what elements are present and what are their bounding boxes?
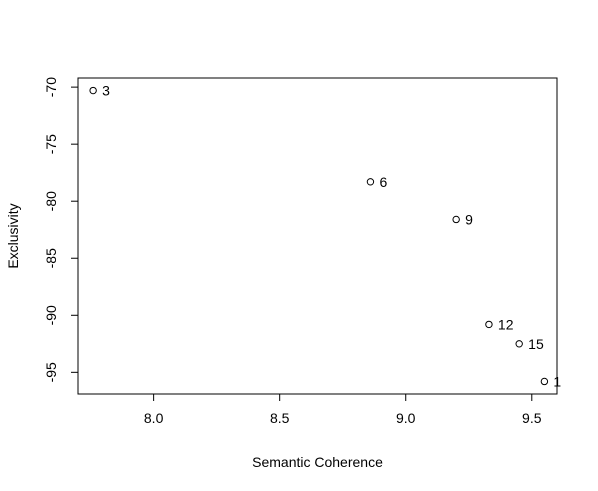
- y-tick-label: -85: [43, 248, 59, 268]
- data-points: 3 6 9 12 15 1: [89, 83, 561, 389]
- x-tick-label: 9.0: [396, 410, 416, 426]
- data-point: [485, 320, 493, 329]
- x-tick-label: 9.5: [522, 410, 542, 426]
- data-point: [540, 377, 549, 386]
- point-label: 15: [528, 336, 544, 352]
- x-tick-label: 8.5: [270, 410, 290, 426]
- plot-frame: [77, 77, 558, 395]
- y-axis-title: Exclusivity: [5, 203, 21, 268]
- x-axis-title: Semantic Coherence: [252, 454, 383, 470]
- y-tick-label: -90: [43, 305, 59, 325]
- data-point: [366, 178, 375, 186]
- point-label: 1: [553, 373, 561, 389]
- data-point: [89, 86, 97, 95]
- point-label: 6: [379, 174, 387, 190]
- point-label: 9: [465, 211, 473, 227]
- point-label: 12: [498, 316, 514, 332]
- x-tick-label: 8.0: [144, 410, 164, 426]
- point-label: 3: [102, 83, 110, 99]
- y-axis: -70 -75 -80 -85 -90 -95: [43, 77, 78, 382]
- x-axis: 8.0 8.5 9.0 9.5: [144, 394, 542, 426]
- y-tick-label: -95: [43, 362, 59, 382]
- y-tick-label: -80: [43, 191, 59, 211]
- y-tick-label: -70: [43, 77, 59, 97]
- y-tick-label: -75: [43, 134, 59, 154]
- data-point: [452, 215, 460, 224]
- data-point: [515, 340, 523, 348]
